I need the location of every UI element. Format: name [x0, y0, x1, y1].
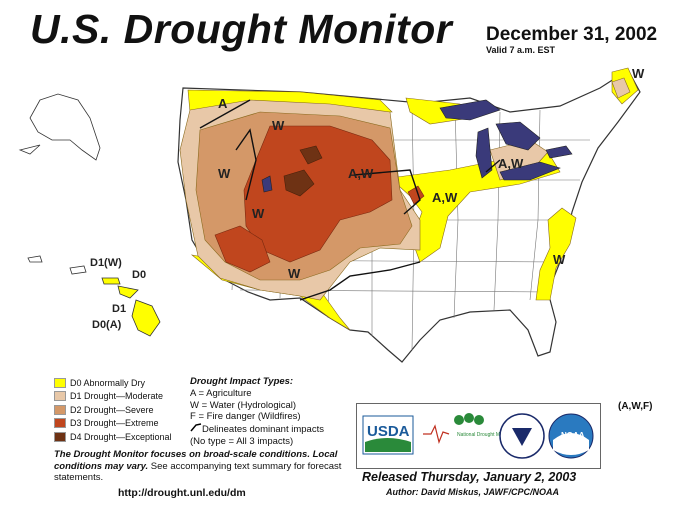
usda-logo-text: USDA	[367, 423, 410, 440]
map-title: U.S. Drought Monitor	[30, 6, 453, 52]
legend-label: D4 Drought—Exceptional	[70, 431, 172, 442]
legend-label: D0 Abnormally Dry	[70, 377, 146, 388]
hawaii-label: D0(A)	[92, 319, 122, 331]
impact-label: W	[553, 252, 566, 267]
d3-extreme	[214, 125, 425, 273]
noaa-logo-wave	[553, 433, 589, 455]
impact-label: W	[272, 118, 285, 133]
legend-swatch	[54, 391, 66, 402]
impact-label: A	[218, 96, 228, 111]
usda-logo-wave	[365, 438, 411, 452]
boundary-line-icon	[190, 423, 202, 432]
impact-label: W	[252, 206, 265, 221]
hawaii-label: D1(W)	[90, 257, 122, 269]
legend-swatch	[54, 418, 66, 429]
impact-no-type: (No type = All 3 impacts)	[190, 435, 294, 447]
impact-delineates-label: Delineates dominant impacts	[202, 424, 324, 436]
legend-label: D2 Drought—Severe	[70, 404, 154, 415]
map-date: December 31, 2002	[486, 24, 658, 45]
legend-item: D2 Drought—Severe	[54, 403, 172, 417]
legend-swatch	[54, 377, 66, 388]
hawaii-label: D0	[132, 269, 146, 281]
legend-label: D3 Drought—Extreme	[70, 418, 159, 429]
ndmc-pulse-icon	[423, 424, 450, 444]
summary-bold: The Drought Monitor focuses on broad-sca…	[54, 449, 338, 472]
us-drought-map: A W W W W A,W A,W A,W W W D1(W) D0 D1 D0…	[18, 66, 645, 363]
hawaii-label: D1	[112, 303, 126, 315]
impact-delineates: Delineates dominant impacts	[190, 423, 324, 436]
doc-seal-eagle	[512, 428, 532, 446]
impact-label: W	[632, 66, 645, 81]
summary-note: The Drought Monitor focuses on broad-sca…	[54, 449, 354, 484]
summary-rest: See accompanying text summary for foreca…	[54, 460, 342, 484]
impact-agriculture: A = Agriculture	[190, 387, 252, 399]
d4-exceptional	[283, 145, 323, 197]
alaska	[18, 93, 101, 161]
impact-label: A,W	[348, 166, 374, 181]
legend-item: D3 Drought—Extreme	[54, 417, 172, 431]
ndmc-tree-icon	[454, 413, 484, 425]
impact-fire: F = Fire danger (Wildfires)	[190, 411, 301, 423]
impact-types: Drought Impact Types: A = Agriculture W …	[190, 376, 324, 448]
impact-label: A,W	[432, 190, 458, 205]
legend-item: D4 Drought—Exceptional	[54, 430, 172, 444]
impact-label: A,W	[498, 156, 524, 171]
impact-types-title: Drought Impact Types:	[190, 376, 294, 387]
impact-boundaries	[199, 99, 501, 301]
legend-label: D1 Drought—Moderate	[70, 391, 164, 402]
ndmc-text: National Drought Mitigation Center	[457, 432, 534, 438]
severity-legend: D0 Abnormally Dry D1 Drought—Moderate D2…	[54, 376, 172, 444]
puerto-rico-label: (A,W,F)	[618, 401, 653, 412]
website-url[interactable]: http://drought.unl.edu/dm	[118, 487, 246, 499]
hawaii	[27, 255, 161, 337]
author-credit: Author: David Miskus, JAWF/CPC/NOAA	[386, 487, 560, 497]
legend-swatch	[54, 431, 66, 442]
impact-water: W = Water (Hydrological)	[190, 399, 297, 411]
noaa-logo-text: NOAA	[561, 431, 585, 440]
impact-label: W	[288, 266, 301, 281]
legend-item: D0 Abnormally Dry	[54, 376, 172, 390]
great-lakes	[261, 99, 573, 193]
logos-svg: USDA National Drought Mitigation Center …	[362, 413, 594, 459]
valid-time: Valid 7 a.m. EST	[486, 45, 556, 55]
impact-label: W	[218, 166, 231, 181]
agency-logos: USDA National Drought Mitigation Center …	[356, 403, 601, 469]
legend-item: D1 Drought—Moderate	[54, 390, 172, 404]
release-date: Released Thursday, January 2, 2003	[362, 470, 577, 484]
legend-swatch	[54, 404, 66, 415]
